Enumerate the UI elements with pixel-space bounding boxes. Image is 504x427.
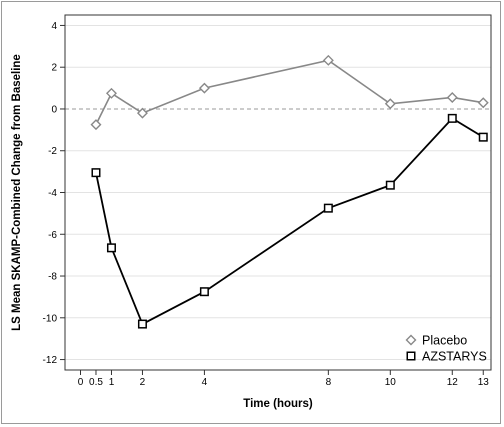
y-tick-label: 4 [51, 21, 57, 32]
legend: Placebo AZSTARYS [405, 334, 487, 364]
data-point [105, 87, 117, 99]
data-point [91, 168, 101, 178]
y-tick-label: 2 [51, 63, 57, 74]
x-tick-label: 1 [109, 377, 115, 388]
x-tick-label: 0 [78, 377, 84, 388]
x-tick-label: 10 [385, 377, 397, 388]
data-point [385, 180, 395, 190]
data-point [322, 54, 334, 66]
y-tick-label: -10 [43, 313, 58, 324]
data-point [446, 91, 458, 103]
y-tick-label: -4 [48, 188, 57, 199]
y-tick-label: -6 [48, 230, 57, 241]
legend-label: AZSTARYS [422, 350, 487, 364]
series-line [95, 59, 484, 125]
data-point [199, 287, 209, 297]
data-point [384, 98, 396, 110]
y-tick-label: -12 [43, 355, 58, 366]
legend-label: Placebo [422, 334, 467, 348]
x-axis-label: Time (hours) [243, 398, 313, 410]
series-layer [90, 54, 489, 329]
y-axis-label: LS Mean SKAMP-Combined Change from Basel… [11, 54, 23, 331]
data-point [477, 97, 489, 109]
series-placebo [90, 54, 489, 131]
data-point [323, 203, 333, 213]
grid-layer [65, 24, 491, 361]
y-tick-label: -2 [48, 146, 57, 157]
data-point [106, 243, 116, 253]
legend-marker [406, 351, 416, 361]
data-point [136, 107, 148, 119]
data-point [478, 132, 488, 142]
series-azstarys [91, 113, 488, 329]
series-line [95, 117, 484, 326]
data-point [447, 113, 457, 123]
legend-marker [405, 334, 417, 346]
y-tick-label: 0 [51, 104, 57, 115]
data-point [198, 82, 210, 94]
data-point [90, 119, 102, 131]
y-tick-label: -8 [48, 272, 57, 283]
x-tick-label: 4 [202, 377, 208, 388]
x-tick-label: 2 [140, 377, 146, 388]
data-point [137, 319, 147, 329]
x-tick-label: 12 [447, 377, 459, 388]
x-tick-label: 8 [326, 377, 332, 388]
x-tick-label: 0.5 [89, 377, 103, 388]
x-tick-label: 13 [478, 377, 490, 388]
